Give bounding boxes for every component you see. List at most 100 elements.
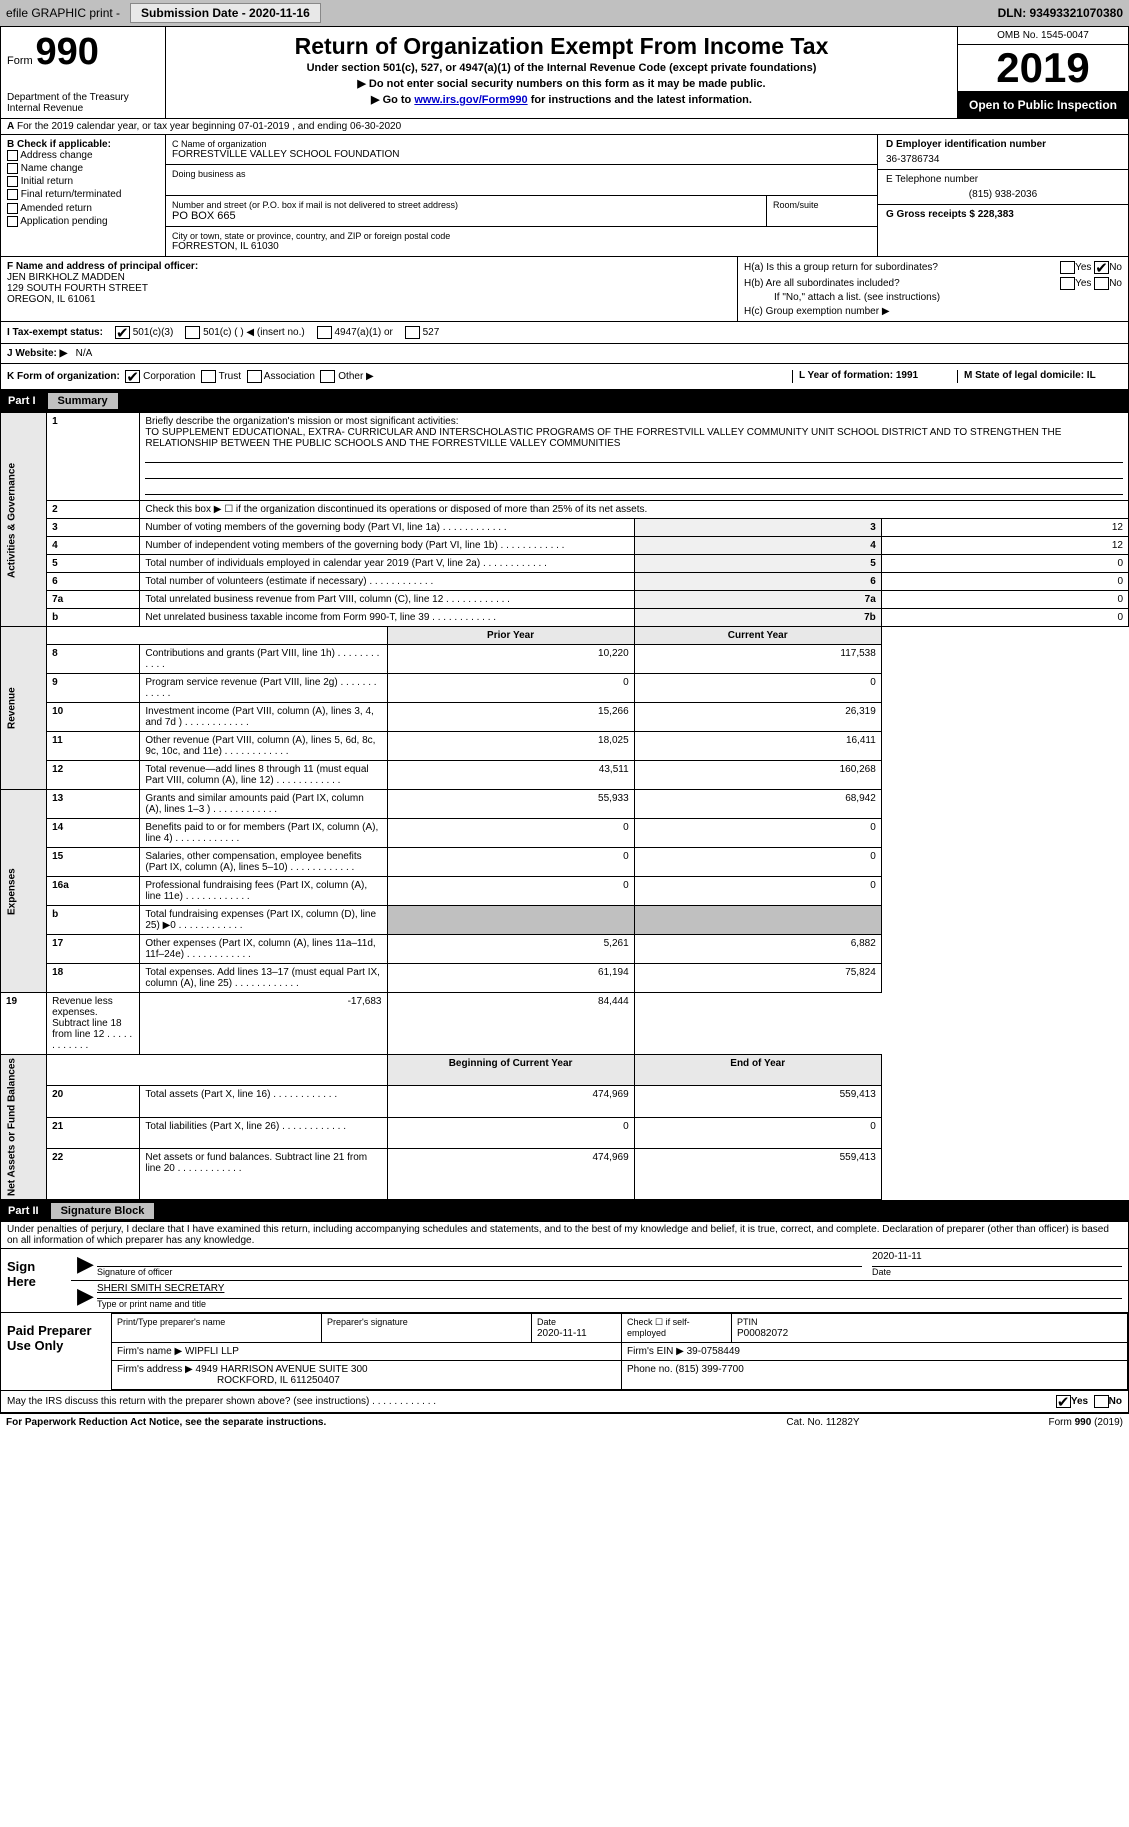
discuss-yes-check[interactable] xyxy=(1056,1395,1071,1408)
org-name: FORRESTVILLE VALLEY SCHOOL FOUNDATION xyxy=(172,149,871,160)
ha-yes-check[interactable] xyxy=(1060,261,1075,274)
paid-preparer-label: Paid Preparer Use Only xyxy=(1,1313,111,1390)
row-a-text: For the 2019 calendar year, or tax year … xyxy=(17,121,401,132)
ha-no-check[interactable] xyxy=(1094,261,1109,274)
line1-label: Briefly describe the organization's miss… xyxy=(145,416,458,427)
discuss-row: May the IRS discuss this return with the… xyxy=(0,1391,1129,1413)
table-row: 3Number of voting members of the governi… xyxy=(1,519,1129,537)
table-row: 15Salaries, other compensation, employee… xyxy=(1,848,1129,877)
opt-pending: Application pending xyxy=(20,216,107,227)
firm-phone-label: Phone no. xyxy=(627,1364,673,1375)
prep-date-label: Date xyxy=(537,1317,556,1327)
table-row: 14Benefits paid to or for members (Part … xyxy=(1,819,1129,848)
check-501c3[interactable] xyxy=(115,326,130,339)
check-address-change[interactable]: Address change xyxy=(7,150,159,161)
section-b: B Check if applicable: Address change Na… xyxy=(1,135,166,256)
dept-label: Department of the Treasury Internal Reve… xyxy=(7,92,159,114)
discuss-no: No xyxy=(1109,1396,1122,1407)
check-527[interactable] xyxy=(405,326,420,339)
table-row: bNet unrelated business taxable income f… xyxy=(1,609,1129,627)
footer-center: Cat. No. 11282Y xyxy=(723,1417,923,1428)
tax-status-label: I Tax-exempt status: xyxy=(7,327,103,338)
check-pending[interactable]: Application pending xyxy=(7,216,159,227)
form-subtitle: Under section 501(c), 527, or 4947(a)(1)… xyxy=(172,62,951,74)
check-trust[interactable] xyxy=(201,370,216,383)
section-f: F Name and address of principal officer:… xyxy=(1,257,738,321)
netassets-label: Net Assets or Fund Balances xyxy=(1,1055,47,1200)
table-row: 21Total liabilities (Part X, line 26)00 xyxy=(1,1117,1129,1148)
sig-date-value: 2020-11-11 xyxy=(872,1251,1122,1267)
table-row: 20Total assets (Part X, line 16)474,9695… xyxy=(1,1086,1129,1117)
officer-label: F Name and address of principal officer: xyxy=(7,261,198,272)
hc-label: H(c) Group exemption number ▶ xyxy=(744,306,1122,317)
efile-label: efile GRAPHIC print - xyxy=(6,6,120,20)
governance-label: Activities & Governance xyxy=(1,413,47,627)
opt-527: 527 xyxy=(423,327,440,338)
instruction-2-pre: ▶ Go to xyxy=(371,94,414,106)
revenue-label: Revenue xyxy=(1,627,47,790)
check-initial[interactable]: Initial return xyxy=(7,176,159,187)
ein-label: D Employer identification number xyxy=(886,139,1046,150)
ein-value: 36-3786734 xyxy=(886,154,1120,165)
city-label: City or town, state or province, country… xyxy=(172,231,871,241)
website-value: N/A xyxy=(76,348,93,359)
check-name-change[interactable]: Name change xyxy=(7,163,159,174)
name-label: C Name of organization xyxy=(172,139,871,149)
hb-note: If "No," attach a list. (see instruction… xyxy=(744,292,1122,303)
opt-amended: Amended return xyxy=(20,203,92,214)
opt-final: Final return/terminated xyxy=(21,190,122,201)
prior-year-header: Prior Year xyxy=(387,627,634,645)
check-amended[interactable]: Amended return xyxy=(7,203,159,214)
part1-title: Summary xyxy=(48,393,118,409)
discuss-no-check[interactable] xyxy=(1094,1395,1109,1408)
submission-button[interactable]: Submission Date - 2020-11-16 xyxy=(130,3,321,23)
hb-no: No xyxy=(1109,278,1122,289)
form-header-left: Form 990 Department of the Treasury Inte… xyxy=(1,27,166,118)
opt-501c: 501(c) ( ) ◀ (insert no.) xyxy=(203,327,305,338)
check-4947[interactable] xyxy=(317,326,332,339)
omb-number: OMB No. 1545-0047 xyxy=(958,27,1128,45)
firm-ein: 39-0758449 xyxy=(687,1346,740,1357)
firm-addr1: 4949 HARRISON AVENUE SUITE 300 xyxy=(196,1364,368,1375)
firm-addr-label: Firm's address ▶ xyxy=(117,1364,193,1375)
firm-name-label: Firm's name ▶ xyxy=(117,1346,182,1357)
check-other[interactable] xyxy=(320,370,335,383)
check-final[interactable]: Final return/terminated xyxy=(7,189,159,200)
form-number: 990 xyxy=(35,31,98,73)
header-bar: efile GRAPHIC print - Submission Date - … xyxy=(0,0,1129,26)
table-row: 10Investment income (Part VIII, column (… xyxy=(1,703,1129,732)
section-b-header: B Check if applicable: xyxy=(7,139,111,150)
form-word: Form xyxy=(7,55,33,67)
check-self-employed: Check ☐ if self-employed xyxy=(627,1317,690,1338)
form990-link[interactable]: www.irs.gov/Form990 xyxy=(414,94,527,106)
opt-trust: Trust xyxy=(219,371,241,382)
hb-no-check[interactable] xyxy=(1094,277,1109,290)
form-title: Return of Organization Exempt From Incom… xyxy=(172,33,951,60)
declaration-text: Under penalties of perjury, I declare th… xyxy=(0,1222,1129,1248)
open-to-public: Open to Public Inspection xyxy=(958,92,1128,118)
ptin-label: PTIN xyxy=(737,1317,758,1327)
table-row: 12Total revenue—add lines 8 through 11 (… xyxy=(1,761,1129,790)
check-assoc[interactable] xyxy=(247,370,262,383)
form-header-right: OMB No. 1545-0047 2019 Open to Public In… xyxy=(958,27,1128,118)
table-row: bTotal fundraising expenses (Part IX, co… xyxy=(1,906,1129,935)
hb-label: H(b) Are all subordinates included? xyxy=(744,278,1060,289)
opt-initial: Initial return xyxy=(21,176,73,187)
row-i: I Tax-exempt status: 501(c)(3) 501(c) ( … xyxy=(0,322,1129,344)
check-corp[interactable] xyxy=(125,370,140,383)
ptin-value: P00082072 xyxy=(737,1328,788,1339)
officer-name-label: Type or print name and title xyxy=(97,1299,206,1309)
hb-yes-check[interactable] xyxy=(1060,277,1075,290)
phone-value: (815) 938-2036 xyxy=(886,189,1120,200)
instruction-2: ▶ Go to www.irs.gov/Form990 for instruct… xyxy=(172,93,951,106)
firm-name: WIPFLI LLP xyxy=(185,1346,239,1357)
officer-addr1: 129 SOUTH FOURTH STREET xyxy=(7,283,148,294)
footer-left: For Paperwork Reduction Act Notice, see … xyxy=(6,1417,723,1428)
boy-header: Beginning of Current Year xyxy=(387,1055,634,1086)
opt-address: Address change xyxy=(20,150,92,161)
check-501c[interactable] xyxy=(185,326,200,339)
footer-right: Form 990 (2019) xyxy=(923,1417,1123,1428)
officer-name: JEN BIRKHOLZ MADDEN xyxy=(7,272,125,283)
form-org-label: K Form of organization: xyxy=(7,371,120,382)
prep-name-label: Print/Type preparer's name xyxy=(117,1317,225,1327)
